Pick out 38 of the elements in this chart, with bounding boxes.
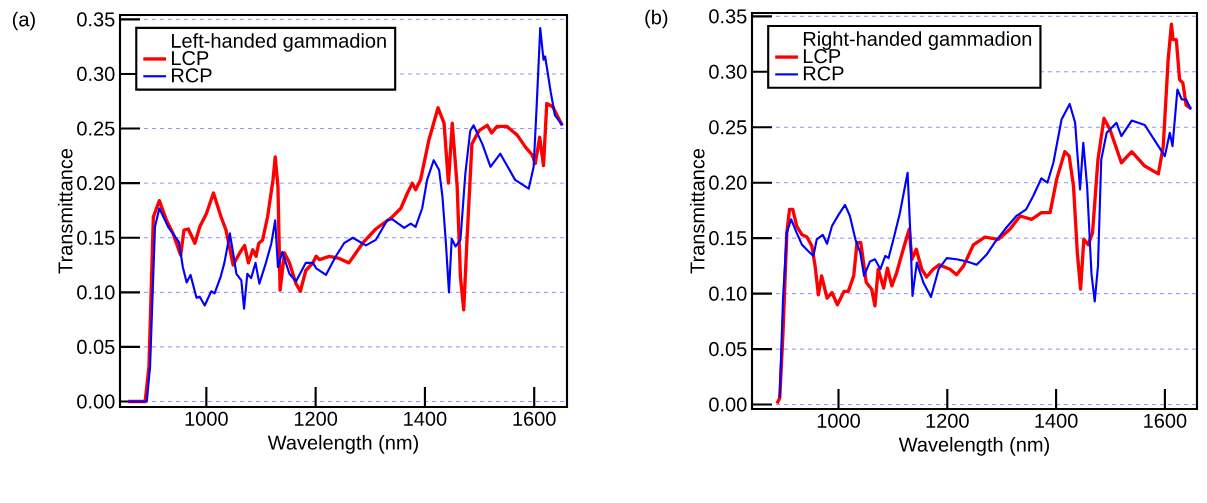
y-tick-label: 0.25 <box>77 121 115 136</box>
y-axis-title: Transmittance <box>57 148 73 274</box>
x-tick-label: 1400 <box>404 411 447 426</box>
y-tick-label: 0.15 <box>709 231 747 246</box>
line-series <box>778 88 1193 399</box>
y-tick-label: 0.10 <box>77 285 115 300</box>
x-axis-title: Wavelength (nm) <box>267 435 418 454</box>
y-axis-title: Transmittance <box>689 148 705 274</box>
legend-title: Left-handed gammadion <box>172 33 386 52</box>
x-tick-label: 1000 <box>817 413 860 428</box>
y-tick-label: 0.30 <box>77 66 115 82</box>
chart-title: (b) <box>645 9 668 29</box>
y-tick-label: 0.15 <box>77 230 115 245</box>
legend-label: LCP <box>172 50 209 66</box>
y-tick-label: 0.10 <box>709 286 747 301</box>
line-series <box>127 27 564 403</box>
x-tick-label: 1200 <box>294 411 338 426</box>
y-tick-label: 0.20 <box>709 175 747 190</box>
y-tick-label: 0.05 <box>77 339 115 354</box>
y-tick-label: 0.00 <box>709 397 747 412</box>
x-tick-label: 1000 <box>185 411 228 426</box>
y-tick-label: 0.05 <box>709 342 747 357</box>
y-tick-label: 0.20 <box>77 176 115 191</box>
y-tick-label: 0.35 <box>77 12 115 27</box>
legend-title: Right-handed gammadion <box>803 31 1032 50</box>
y-tick-label: 0.35 <box>709 9 747 24</box>
chart-title: (a) <box>12 11 35 31</box>
x-tick-label: 1600 <box>1144 413 1187 428</box>
legend-label: RCP <box>803 66 844 81</box>
y-tick-label: 0.30 <box>709 64 747 79</box>
x-axis-title: Wavelength (nm) <box>898 437 1049 456</box>
y-tick-label: 0.00 <box>77 394 115 409</box>
x-tick-label: 1200 <box>926 413 969 428</box>
x-tick-label: 1600 <box>513 411 556 426</box>
legend-label: RCP <box>172 68 212 83</box>
y-tick-label: 0.25 <box>709 120 747 135</box>
x-tick-label: 1400 <box>1035 413 1078 428</box>
legend-label: LCP <box>803 49 841 64</box>
